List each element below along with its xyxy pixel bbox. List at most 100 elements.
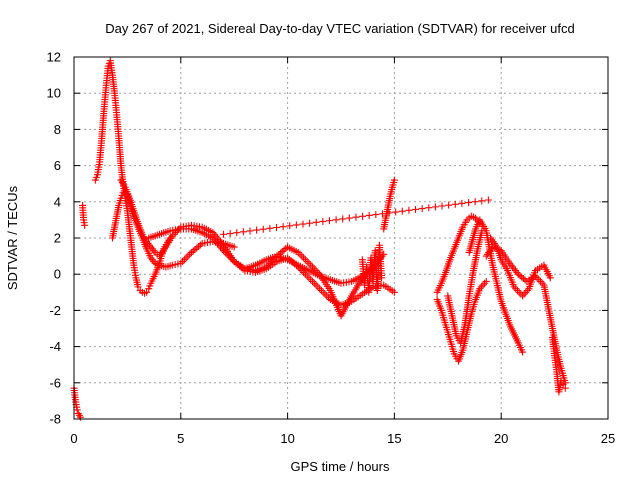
data-point — [445, 201, 453, 209]
axis-ticks: 0 5 10 15 20 25 -8 -6 -4 -2 0 2 4 6 8 10 12 — [47, 50, 616, 447]
data-point — [180, 256, 188, 264]
y-tick-label: 2 — [54, 231, 61, 246]
data-point — [307, 261, 315, 269]
data-point — [310, 279, 318, 287]
y-tick-label: 0 — [54, 267, 61, 282]
data-point — [438, 202, 446, 210]
data-point — [186, 250, 194, 258]
data-point — [481, 279, 489, 287]
data-point — [286, 222, 294, 230]
series-trace-f — [433, 212, 484, 296]
y-tick-label: -4 — [49, 339, 61, 354]
data-point — [195, 242, 203, 250]
series-start — [70, 384, 84, 421]
data-point — [312, 281, 320, 289]
data-point — [518, 273, 526, 281]
data-point — [352, 213, 360, 221]
data-point — [478, 197, 486, 205]
data-point — [319, 217, 327, 225]
data-point — [392, 208, 400, 216]
data-point — [299, 220, 307, 228]
data-point — [303, 258, 311, 266]
y-axis-label: SDTVAR / TECUs — [5, 185, 20, 290]
data-point — [323, 292, 331, 300]
series-trace-c — [117, 176, 398, 309]
series-burst — [358, 241, 386, 296]
series-trace-h — [444, 227, 486, 347]
data-point — [514, 270, 522, 278]
grid — [74, 57, 608, 419]
data-point — [546, 274, 554, 282]
data-point — [301, 256, 309, 264]
data-point — [451, 200, 459, 208]
x-tick-label: 15 — [387, 431, 401, 446]
data-point — [398, 207, 406, 215]
y-tick-label: 8 — [54, 122, 61, 137]
data-point — [314, 283, 322, 291]
data-point — [519, 275, 527, 283]
y-tick-label: -2 — [49, 303, 61, 318]
data-point — [239, 228, 247, 236]
data-point — [516, 272, 524, 280]
data-point — [458, 199, 466, 207]
data-point — [292, 221, 300, 229]
series-trace-j — [487, 234, 554, 300]
data-point — [359, 212, 367, 220]
data-points — [70, 57, 569, 421]
data-point — [385, 209, 393, 217]
data-point — [305, 274, 313, 282]
x-axis-label: GPS time / hours — [291, 459, 390, 474]
y-tick-label: 12 — [47, 50, 61, 65]
data-point — [520, 290, 528, 298]
data-point — [196, 241, 204, 249]
data-point — [537, 277, 545, 285]
data-point — [73, 406, 81, 414]
data-point — [266, 224, 274, 232]
x-tick-label: 5 — [177, 431, 184, 446]
data-point — [425, 204, 433, 212]
data-point — [405, 206, 413, 214]
data-point — [339, 215, 347, 223]
data-point — [184, 252, 192, 260]
series-isolated — [220, 196, 492, 238]
data-point — [233, 229, 241, 237]
x-tick-label: 25 — [601, 431, 615, 446]
data-point — [431, 203, 439, 211]
data-point — [345, 214, 353, 222]
data-point — [298, 252, 306, 260]
series-end — [548, 334, 569, 396]
data-point — [390, 288, 398, 296]
data-point — [418, 205, 426, 213]
data-point — [316, 285, 324, 293]
data-point — [557, 377, 565, 385]
chart-title: Day 267 of 2021, Sidereal Day-to-day VTE… — [105, 21, 574, 36]
data-point — [465, 199, 473, 207]
data-point — [321, 290, 329, 298]
data-point — [519, 292, 527, 300]
data-point — [372, 211, 380, 219]
series-early — [79, 201, 89, 229]
data-point — [559, 381, 567, 389]
data-point — [279, 223, 287, 231]
data-point — [561, 384, 569, 392]
y-tick-label: -6 — [49, 375, 61, 390]
data-point — [278, 248, 286, 256]
data-point — [317, 286, 325, 294]
data-point — [325, 217, 333, 225]
data-point — [319, 288, 327, 296]
data-point — [305, 259, 313, 267]
data-point — [522, 288, 530, 296]
data-point — [191, 245, 199, 253]
data-point — [365, 211, 373, 219]
data-point — [312, 218, 320, 226]
data-point — [193, 244, 201, 252]
data-point — [182, 254, 190, 262]
data-point — [471, 198, 479, 206]
data-point — [220, 230, 228, 238]
data-point — [390, 176, 398, 184]
y-tick-label: -8 — [49, 412, 61, 427]
data-point — [230, 243, 238, 251]
data-point — [309, 277, 317, 285]
data-point — [189, 247, 197, 255]
y-tick-label: 6 — [54, 158, 61, 173]
